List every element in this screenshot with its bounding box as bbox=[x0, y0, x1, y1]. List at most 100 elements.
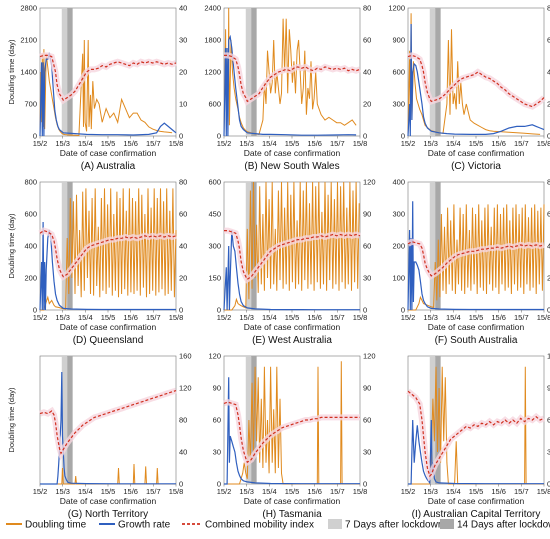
mobility-index-line bbox=[224, 54, 361, 103]
x-tick-label: 15/7 bbox=[514, 487, 529, 496]
right-tick-label: 120 bbox=[547, 352, 550, 361]
legend: Doubling time Growth rate Combined mobilit… bbox=[6, 519, 550, 531]
x-tick-label: 15/6 bbox=[307, 139, 322, 148]
x-axis-title: Date of case confirmation bbox=[60, 148, 157, 158]
band-14-days bbox=[251, 182, 257, 310]
panel-title: (B) New South Wales bbox=[244, 161, 339, 172]
left-tick-label: 400 bbox=[392, 178, 405, 187]
x-tick-label: 15/3 bbox=[423, 139, 438, 148]
right-tick-label: 10 bbox=[179, 100, 187, 109]
growth-rate-line bbox=[407, 23, 545, 137]
band-7-days bbox=[61, 356, 68, 484]
mobility-confidence-band bbox=[406, 238, 545, 280]
left-tick-label: 0 bbox=[217, 306, 221, 315]
left-axis-title: Doubling time (day) bbox=[7, 387, 16, 453]
growth-rate-line bbox=[407, 201, 544, 311]
x-tick-label: 15/8 bbox=[537, 313, 550, 322]
legend-band14-swatch bbox=[440, 519, 454, 529]
band-14-days bbox=[435, 8, 441, 136]
x-tick-label: 15/5 bbox=[285, 139, 300, 148]
left-tick-label: 0 bbox=[401, 306, 405, 315]
right-tick-label: 0 bbox=[179, 306, 183, 315]
left-axis-title: Doubling time (day) bbox=[7, 39, 16, 105]
panel-7: 15/2 15/3 15/4 15/5 15/6 15/7 15/8 Date of case… bbox=[7, 352, 192, 521]
band-14-days bbox=[251, 8, 257, 136]
right-tick-label: 0 bbox=[179, 132, 183, 141]
x-tick-label: 15/8 bbox=[353, 313, 368, 322]
x-tick-label: 15/8 bbox=[169, 139, 184, 148]
x-tick-label: 15/2 bbox=[33, 313, 48, 322]
x-tick-label: 15/3 bbox=[239, 313, 254, 322]
left-tick-label: 100 bbox=[392, 274, 405, 283]
right-tick-label: 20 bbox=[179, 68, 187, 77]
x-tick-label: 15/6 bbox=[307, 313, 322, 322]
right-tick-label: 60 bbox=[179, 210, 187, 219]
x-tick-label: 15/8 bbox=[169, 313, 184, 322]
panel-1: 15/2 15/3 15/4 15/5 15/6 15/7 15/8 Date of case… bbox=[7, 4, 187, 173]
x-tick-label: 15/2 bbox=[217, 139, 232, 148]
right-tick-label: 120 bbox=[363, 352, 376, 361]
growth-rate-line bbox=[39, 221, 176, 311]
legend-band7-swatch bbox=[328, 519, 342, 529]
right-tick-label: 60 bbox=[547, 36, 550, 45]
right-tick-label: 80 bbox=[179, 178, 187, 187]
right-tick-label: 30 bbox=[547, 448, 550, 457]
band-7-days bbox=[429, 182, 436, 310]
panel-title: (F) South Australia bbox=[435, 335, 518, 346]
right-tick-label: 120 bbox=[363, 178, 376, 187]
growth-rate-line bbox=[224, 377, 360, 485]
left-tick-label: 2100 bbox=[20, 36, 37, 45]
x-tick-label: 15/7 bbox=[330, 487, 345, 496]
x-tick-label: 15/5 bbox=[101, 139, 116, 148]
left-tick-label: 450 bbox=[208, 210, 221, 219]
mobility-index-line bbox=[39, 229, 177, 278]
right-tick-label: 40 bbox=[179, 242, 187, 251]
left-tick-label: 0 bbox=[33, 306, 37, 315]
left-tick-label: 90 bbox=[213, 384, 221, 393]
x-axis-title: Date of case confirmation bbox=[244, 148, 341, 158]
right-tick-label: 40 bbox=[179, 448, 187, 457]
band-14-days bbox=[67, 356, 73, 484]
x-axis-title: Date of case confirmation bbox=[428, 322, 525, 332]
left-tick-label: 800 bbox=[24, 178, 37, 187]
x-axis-title: Date of case confirmation bbox=[428, 148, 525, 158]
x-tick-label: 15/5 bbox=[285, 487, 300, 496]
x-tick-label: 15/2 bbox=[217, 487, 232, 496]
x-tick-label: 15/2 bbox=[401, 139, 416, 148]
right-tick-label: 20 bbox=[363, 100, 371, 109]
x-axis-title: Date of case confirmation bbox=[60, 322, 157, 332]
x-tick-label: 15/8 bbox=[537, 139, 550, 148]
x-tick-label: 15/4 bbox=[262, 139, 277, 148]
x-axis-title: Date of case confirmation bbox=[244, 322, 341, 332]
x-tick-label: 15/4 bbox=[78, 139, 93, 148]
doubling-time-line bbox=[408, 204, 545, 311]
x-tick-label: 15/6 bbox=[491, 313, 506, 322]
growth-rate-line bbox=[40, 371, 176, 485]
left-tick-label: 0 bbox=[33, 132, 37, 141]
right-tick-label: 0 bbox=[547, 132, 550, 141]
x-tick-label: 15/3 bbox=[55, 139, 70, 148]
left-tick-label: 600 bbox=[392, 68, 405, 77]
left-tick-label: 1200 bbox=[388, 4, 405, 13]
x-tick-label: 15/7 bbox=[146, 487, 161, 496]
legend-band7-label: 7 Days after lockdown bbox=[345, 520, 443, 531]
x-tick-label: 15/2 bbox=[401, 487, 416, 496]
mobility-index-line bbox=[407, 54, 545, 108]
x-tick-label: 15/6 bbox=[307, 487, 322, 496]
doubling-time-line bbox=[39, 39, 173, 137]
x-tick-label: 15/6 bbox=[123, 487, 138, 496]
x-tick-label: 15/7 bbox=[146, 139, 161, 148]
x-tick-label: 15/5 bbox=[285, 313, 300, 322]
right-tick-label: 30 bbox=[179, 36, 187, 45]
right-tick-label: 0 bbox=[179, 480, 183, 489]
x-tick-label: 15/7 bbox=[330, 139, 345, 148]
x-tick-label: 15/5 bbox=[101, 487, 116, 496]
x-tick-label: 15/7 bbox=[514, 139, 529, 148]
x-tick-label: 15/7 bbox=[330, 313, 345, 322]
growth-rate-line bbox=[223, 34, 357, 137]
right-tick-label: 160 bbox=[179, 352, 192, 361]
x-tick-label: 15/2 bbox=[401, 313, 416, 322]
left-tick-label: 600 bbox=[208, 178, 221, 187]
left-tick-label: 200 bbox=[392, 242, 405, 251]
band-7-days bbox=[245, 8, 252, 136]
